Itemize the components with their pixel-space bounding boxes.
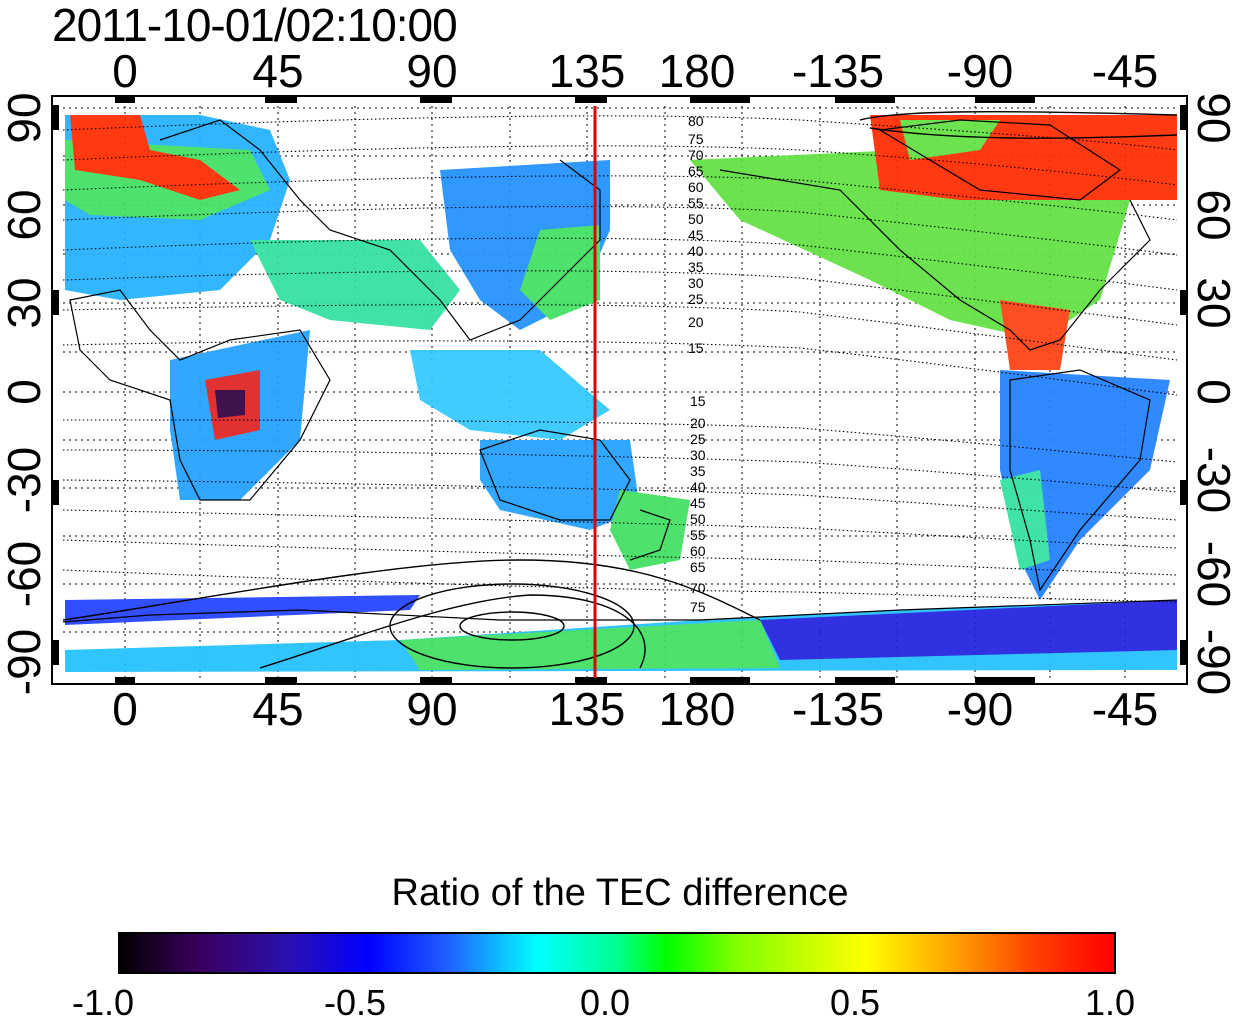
- colorbar-tick-label: -0.5: [323, 982, 387, 1023]
- top-longitude-tick: 180: [658, 45, 736, 97]
- top-longitude-tick: 45: [252, 45, 304, 97]
- contour-label: 70: [688, 147, 704, 163]
- contour-label: 65: [688, 163, 704, 179]
- region-nz: [610, 490, 690, 570]
- contour-label: 75: [688, 131, 704, 147]
- top-longitude-tick: -90: [946, 45, 1014, 97]
- right-latitude-tick: 0: [1188, 379, 1240, 405]
- colorbar-title: Ratio of the TEC difference: [391, 872, 849, 914]
- contour-label: 40: [690, 479, 706, 495]
- colorbar: [118, 932, 1116, 974]
- frame-tick-bars: [52, 96, 1187, 684]
- left-latitude-tick: 60: [0, 189, 50, 241]
- contour-label: 70: [690, 580, 706, 596]
- region-asia-west: [250, 240, 460, 330]
- magnetic-pole-contours: [63, 111, 1177, 669]
- tec-map: 8075706560555045403530252015152025303540…: [51, 95, 1188, 685]
- bottom-longitude-tick: 45: [252, 683, 304, 735]
- bottom-longitude-tick: 0: [112, 683, 138, 735]
- region-caribbean-red: [1000, 300, 1070, 370]
- top-longitude-tick: -45: [1091, 45, 1159, 97]
- contour-label: 50: [688, 211, 704, 227]
- top-longitude-tick: 135: [548, 45, 626, 97]
- contour-label: 20: [688, 314, 704, 330]
- colorbar-tick-label: -1.0: [71, 982, 135, 1023]
- right-latitude-tick: -30: [1188, 446, 1240, 514]
- right-latitude-tick: 90: [1188, 92, 1240, 144]
- region-europe-red: [70, 115, 240, 200]
- contour-label: 60: [688, 179, 704, 195]
- left-latitude-tick: -60: [0, 540, 50, 608]
- top-longitude-tick: 90: [406, 45, 458, 97]
- contour-label: 30: [690, 447, 706, 463]
- top-longitude-tick: -135: [791, 45, 885, 97]
- left-latitude-tick: -90: [0, 628, 50, 696]
- colorbar-tick-label: 0.0: [579, 982, 631, 1023]
- right-latitude-tick: 60: [1188, 189, 1240, 241]
- contour-label: 75: [690, 599, 706, 615]
- tec-data-regions: [65, 115, 1177, 672]
- bottom-longitude-tick: 90: [406, 683, 458, 735]
- left-latitude-tick: 0: [0, 379, 50, 405]
- contour-label: 20: [690, 415, 706, 431]
- bottom-longitude-tick: -90: [946, 683, 1014, 735]
- contour-value-labels: 8075706560555045403530252015152025303540…: [688, 113, 706, 615]
- magnetic-latitude-contours: [63, 115, 1177, 603]
- region-africa-dark: [215, 390, 245, 418]
- region-antarctic-green: [400, 620, 780, 670]
- coastlines: [63, 119, 1177, 623]
- colorbar-tick-label: 0.5: [829, 982, 881, 1023]
- region-se-asia: [410, 350, 610, 440]
- bottom-longitude-tick: -135: [791, 683, 885, 735]
- contour-label: 35: [688, 259, 704, 275]
- contour-label: 40: [688, 243, 704, 259]
- map-timestamp: 2011-10-01/02:10:00: [52, 0, 458, 51]
- bottom-longitude-tick: -45: [1091, 683, 1159, 735]
- contour-label: 45: [688, 227, 704, 243]
- region-east-asia-green: [520, 225, 600, 320]
- right-latitude-tick: -90: [1188, 628, 1240, 696]
- region-antarctic-blue: [760, 600, 1177, 660]
- contour-label: 15: [690, 393, 706, 409]
- top-longitude-tick: 0: [112, 45, 138, 97]
- bottom-longitude-tick: 135: [548, 683, 626, 735]
- contour-label: 50: [690, 511, 706, 527]
- contour-label: 55: [688, 195, 704, 211]
- right-latitude-tick: -60: [1188, 540, 1240, 608]
- contour-label: 15: [688, 340, 704, 356]
- contour-label: 30: [688, 275, 704, 291]
- region-australia: [480, 440, 640, 530]
- contour-label: 25: [690, 431, 706, 447]
- contour-label: 35: [690, 463, 706, 479]
- contour-label: 55: [690, 527, 706, 543]
- left-latitude-tick: 30: [0, 277, 50, 329]
- contour-label: 60: [690, 543, 706, 559]
- contour-label: 65: [690, 559, 706, 575]
- left-latitude-tick: 90: [0, 92, 50, 144]
- region-southern-ocean: [65, 595, 420, 625]
- bottom-longitude-tick: 180: [658, 683, 736, 735]
- region-greenland-green: [900, 120, 1000, 160]
- colorbar-tick-label: 1.0: [1084, 982, 1136, 1023]
- contour-label: 25: [688, 291, 704, 307]
- contour-label: 45: [690, 495, 706, 511]
- right-latitude-tick: 30: [1188, 277, 1240, 329]
- contour-label: 80: [688, 113, 704, 129]
- region-south-america-green: [1000, 470, 1050, 570]
- left-latitude-tick: -30: [0, 446, 50, 514]
